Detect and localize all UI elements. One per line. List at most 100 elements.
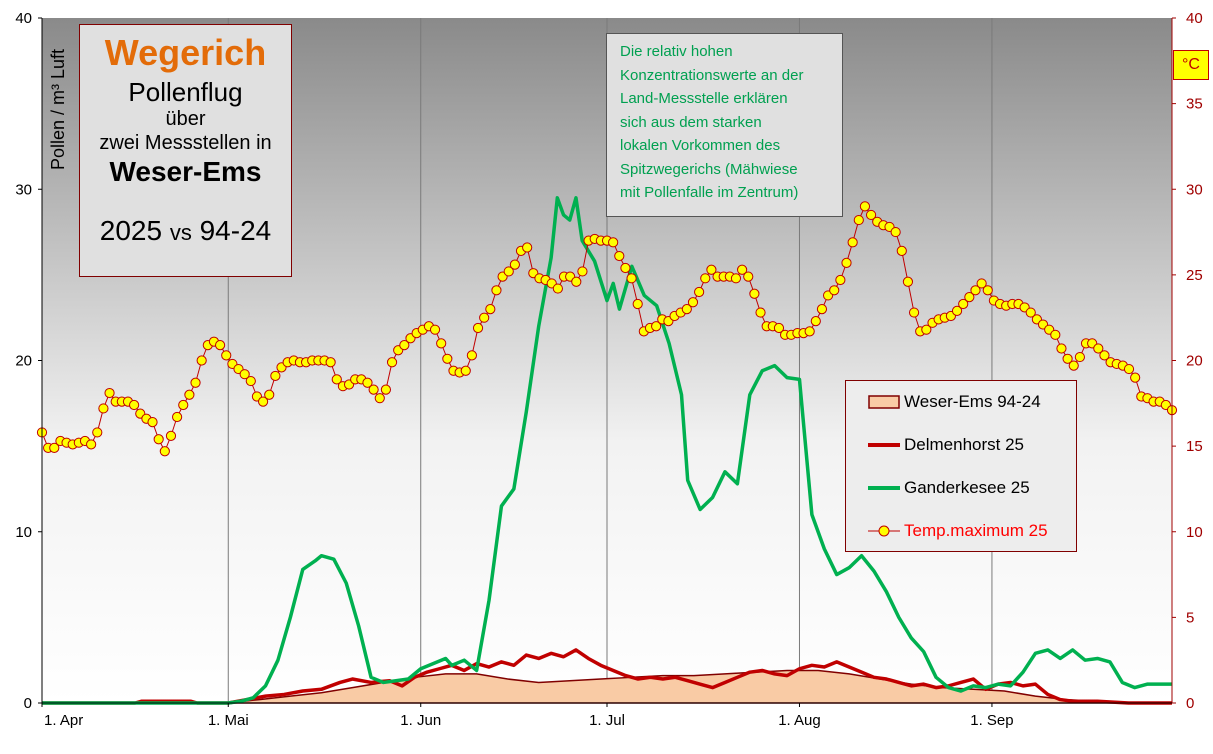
x-tick-label: 1. Mai bbox=[208, 712, 249, 729]
x-tick-label: 1. Apr bbox=[44, 712, 83, 729]
temperature-point bbox=[829, 285, 840, 296]
y-axis-label: Pollen / m³ Luft bbox=[48, 48, 68, 170]
temperature-marker-layer bbox=[36, 201, 1178, 457]
temperature-point bbox=[374, 393, 385, 404]
x-tick-label: 1. Sep bbox=[970, 712, 1013, 729]
temperature-point bbox=[239, 369, 250, 380]
x-tick-label: 1. Jun bbox=[400, 712, 441, 729]
legend-label: Ganderkesee 25 bbox=[904, 478, 1030, 497]
delmenhorst-line bbox=[42, 648, 1172, 705]
temperature-point bbox=[976, 278, 987, 289]
temperature-point bbox=[1050, 329, 1061, 340]
temperature-point bbox=[479, 312, 490, 323]
left-tick-label: 10 bbox=[15, 524, 32, 541]
temperature-point bbox=[270, 370, 281, 382]
temperature-point bbox=[399, 339, 410, 351]
annotation-box: Die relativ hohen Konzentrationswerte an… bbox=[606, 33, 843, 217]
temperature-point bbox=[608, 237, 619, 248]
temperature-point bbox=[614, 250, 625, 262]
temperature-point bbox=[147, 417, 158, 428]
temperature-point bbox=[86, 439, 97, 450]
temperature-point bbox=[92, 427, 103, 438]
temperature-point bbox=[331, 374, 342, 385]
temperature-point bbox=[509, 259, 520, 270]
temperature-point bbox=[890, 226, 901, 238]
temperature-point bbox=[964, 292, 975, 303]
temperature-point bbox=[982, 285, 993, 296]
temperature-point bbox=[245, 375, 256, 387]
temperature-point bbox=[159, 446, 170, 457]
temperature-point bbox=[773, 322, 785, 334]
temperature-point bbox=[196, 355, 207, 366]
temperature-point bbox=[153, 434, 164, 445]
subtitle-line-1: Pollenflug bbox=[128, 77, 243, 107]
temperature-point bbox=[436, 338, 447, 349]
left-tick-label: 40 bbox=[15, 10, 32, 27]
temperature-point bbox=[165, 430, 177, 441]
legend-swatch-marker bbox=[868, 525, 900, 537]
temperature-point bbox=[442, 353, 453, 364]
temperature-point bbox=[737, 264, 748, 275]
temperature-point bbox=[466, 350, 477, 361]
temperature-point bbox=[214, 339, 226, 351]
temperature-point bbox=[896, 245, 907, 256]
temperature-point bbox=[700, 273, 711, 284]
temperature-point bbox=[865, 209, 877, 221]
temperature-point bbox=[755, 307, 766, 318]
title-box: Wegerich Pollenflug über zwei Messstelle… bbox=[79, 24, 292, 277]
temperature-point bbox=[810, 316, 821, 327]
temperature-point bbox=[970, 285, 981, 296]
line-series-layer bbox=[42, 196, 1172, 705]
right-tick-label: 35 bbox=[1186, 96, 1203, 113]
temperature-point bbox=[694, 286, 705, 298]
temperature-point bbox=[221, 350, 232, 361]
legend-swatch-line bbox=[868, 443, 900, 447]
subtitle-region: Weser-Ems bbox=[109, 156, 262, 187]
temperature-point bbox=[1123, 363, 1135, 375]
comparison-label: 2025 vs 94-24 bbox=[80, 215, 291, 249]
legend-label: Temp.maximum 25 bbox=[904, 521, 1048, 540]
temperature-point bbox=[816, 304, 828, 315]
temperature-point bbox=[552, 283, 563, 294]
annotation-line: lokalen Vorkommen des bbox=[620, 137, 781, 154]
temperature-point bbox=[368, 384, 379, 395]
annotation-line: mit Pollenfalle im Zentrum) bbox=[620, 184, 799, 201]
comparison-vs: vs bbox=[169, 220, 192, 245]
right-tick-label: 25 bbox=[1186, 267, 1203, 284]
right-tick-label: 20 bbox=[1186, 353, 1203, 370]
temperature-point bbox=[1093, 343, 1104, 354]
x-axis-ticks: 1. Apr 1. Mai 1. Jun 1. Jul 1. Aug 1. Sep bbox=[41, 703, 1014, 729]
right-axis-unit: °C bbox=[1173, 50, 1209, 80]
legend-swatch-line bbox=[868, 486, 900, 490]
temperature-point bbox=[503, 266, 514, 277]
legend-label: Weser-Ems 94-24 bbox=[904, 392, 1041, 411]
temperature-point bbox=[958, 298, 969, 310]
temperature-point bbox=[104, 387, 115, 399]
temperature-point bbox=[485, 304, 496, 315]
temperature-point bbox=[902, 276, 914, 287]
left-axis-ticks: 0 10 20 30 40 bbox=[15, 10, 42, 712]
right-tick-label: 30 bbox=[1186, 181, 1203, 198]
comparison-right: 94-24 bbox=[199, 215, 272, 246]
subtitle-line-3: zwei Messstellen in bbox=[99, 132, 272, 154]
legend-entry-temperature: Temp.maximum 25 bbox=[846, 519, 1076, 543]
temperature-point bbox=[859, 201, 871, 212]
temperature-point bbox=[257, 396, 269, 407]
right-tick-label: 15 bbox=[1186, 438, 1203, 455]
legend-entry-delmenhorst: Delmenhorst 25 bbox=[846, 433, 1076, 457]
temperature-point bbox=[804, 326, 815, 337]
temperature-point bbox=[129, 399, 140, 411]
temperature-point bbox=[362, 377, 373, 388]
ganderkesee-line bbox=[42, 196, 1172, 705]
temperature-point bbox=[1130, 372, 1141, 383]
x-tick-label: 1. Aug bbox=[778, 712, 821, 729]
temperature-point bbox=[908, 307, 920, 318]
temperature-point bbox=[626, 273, 637, 284]
annotation-line: Die relativ hohen bbox=[620, 43, 733, 60]
temperature-point bbox=[651, 321, 662, 332]
temperature-point bbox=[921, 324, 932, 335]
temperature-point bbox=[730, 273, 742, 284]
annotation-line: Land-Messstelle erklären bbox=[620, 90, 788, 107]
temperature-point bbox=[172, 411, 183, 423]
right-tick-label: 5 bbox=[1186, 609, 1194, 626]
